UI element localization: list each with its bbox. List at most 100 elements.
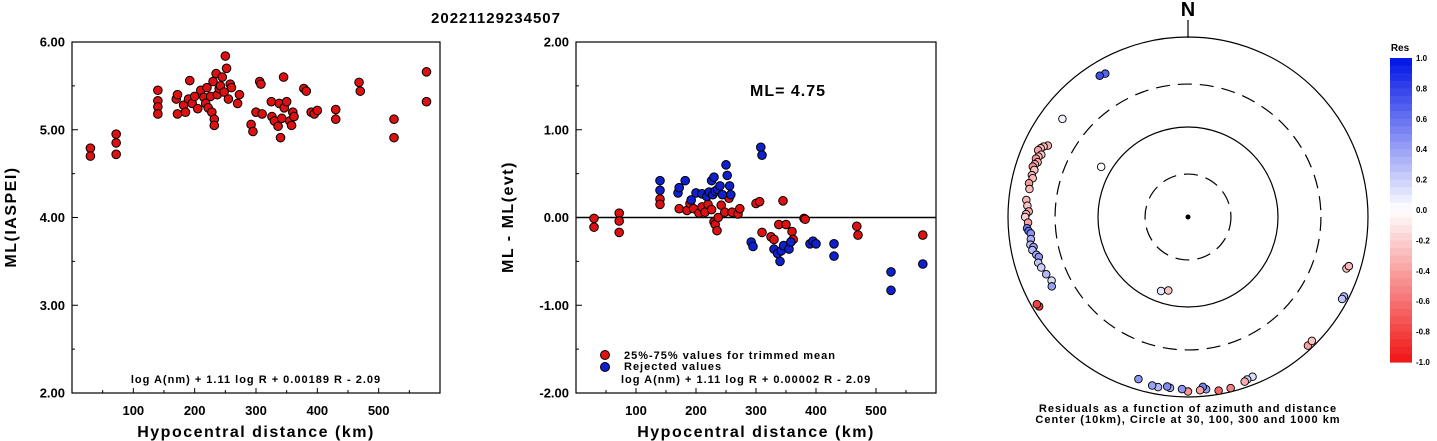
data-point (180, 107, 191, 117)
colorbar-swatch (1390, 179, 1412, 188)
colorbar-swatch (1390, 111, 1412, 120)
y-tick-label: 5.00 (40, 122, 65, 137)
data-point (189, 91, 200, 102)
data-point (680, 175, 691, 186)
colorbar-swatch (1390, 232, 1412, 241)
x-tick-label: 400 (805, 403, 827, 418)
data-point (886, 285, 896, 296)
data-point (153, 85, 163, 96)
data-point (301, 86, 312, 96)
data-point (85, 143, 96, 153)
colorbar-swatch (1390, 96, 1412, 105)
data-point (276, 113, 287, 124)
colorbar-tick-label: 0.8 (1416, 84, 1428, 93)
colorbar-tick-label: 0.4 (1416, 145, 1428, 154)
colorbar-swatch (1390, 278, 1412, 287)
data-point (226, 82, 237, 93)
x-axis-label: Hypocentral distance (km) (637, 424, 875, 441)
legend-label-rejected: Rejected values (624, 361, 722, 373)
data-point (757, 227, 767, 238)
caption-line-1: Residuals as a function of azimuth and d… (1039, 403, 1337, 415)
plot-frame (71, 41, 441, 394)
y-tick-label: -1.00 (539, 298, 569, 313)
data-point (787, 226, 797, 237)
ml-distance-panel: Hypocentral distance (km) ML(IASPEI) log… (3, 35, 441, 441)
station-point (1240, 377, 1249, 386)
data-point (202, 82, 212, 93)
azimuth-residual-panel: N Residuals as a function of azimuth and… (1007, 0, 1369, 426)
data-point (354, 77, 364, 88)
data-point (735, 203, 745, 214)
residual-colorbar: Res 1.0 0.8 0.6 0.4 0.2 0.0 -0.2 -0.4 -0.6 -0.8 -1… (1390, 43, 1430, 367)
colorbar-tick-label: -0.8 (1416, 328, 1430, 337)
figure-title: 20221129234507 (431, 10, 561, 27)
data-point (281, 96, 292, 107)
data-point (918, 230, 928, 240)
x-tick-label: 300 (745, 403, 767, 418)
station-point (1226, 383, 1235, 393)
station-point (1096, 162, 1106, 172)
station-point (1134, 374, 1143, 384)
distance-circle (1007, 36, 1369, 398)
x-tick-label: 100 (625, 403, 647, 418)
data-point (312, 105, 323, 116)
station-point (1214, 386, 1223, 395)
data-point (852, 221, 862, 232)
data-point (209, 120, 220, 131)
distance-circle (1054, 83, 1322, 351)
data-point (706, 204, 717, 215)
data-point (85, 151, 96, 161)
data-point (257, 109, 267, 119)
colorbar-tick-label: 0.6 (1416, 115, 1428, 124)
data-point (330, 104, 341, 115)
station-point (1032, 300, 1042, 309)
legend-label-trimmed: 25%-75% values for trimmed mean (624, 350, 836, 362)
data-point (853, 230, 863, 240)
colorbar-swatches (1390, 58, 1412, 363)
colorbar-title: Res (1391, 43, 1410, 54)
station-point (1307, 336, 1317, 346)
data-point (289, 111, 299, 122)
colorbar-swatch (1390, 217, 1412, 226)
data-point (775, 256, 785, 267)
data-point (709, 172, 719, 182)
colorbar-swatch (1390, 134, 1412, 143)
data-point (800, 214, 811, 225)
data-point (829, 239, 839, 249)
station-points (1020, 69, 1354, 396)
data-points (589, 142, 928, 296)
station-point (1156, 286, 1166, 296)
data-point (266, 96, 277, 107)
colorbar-tick-label: 0.2 (1416, 176, 1428, 185)
data-point (389, 114, 399, 125)
colorbar-swatch (1390, 255, 1412, 264)
data-point (781, 219, 791, 230)
station-point (1195, 385, 1205, 395)
x-tick-label: 400 (306, 403, 328, 418)
data-point (589, 213, 599, 224)
station-point (1025, 184, 1034, 194)
data-point (829, 251, 839, 261)
station-point (1041, 270, 1051, 279)
data-point (286, 120, 297, 131)
station-point (1058, 114, 1067, 124)
colorbar-swatch (1390, 240, 1412, 249)
data-point (756, 142, 766, 153)
colorbar-swatch (1390, 164, 1412, 173)
y-tick-label: 4.00 (40, 210, 65, 225)
legend-marker-rejected (600, 362, 610, 372)
y-tick-label: 2.00 (40, 386, 65, 401)
data-point (111, 149, 121, 160)
colorbar-swatch (1390, 354, 1412, 363)
colorbar-swatch (1390, 339, 1412, 348)
colorbar-swatch (1390, 286, 1412, 295)
x-tick-label: 300 (245, 403, 267, 418)
data-point (724, 181, 735, 191)
colorbar-swatch (1390, 324, 1412, 333)
formula-text: log A(nm) + 1.11 log R + 0.00002 R - 2.0… (621, 374, 871, 386)
north-label: N (1181, 0, 1195, 21)
data-point (111, 129, 121, 139)
data-point (192, 103, 203, 114)
data-point (674, 182, 685, 193)
data-point (184, 75, 195, 86)
